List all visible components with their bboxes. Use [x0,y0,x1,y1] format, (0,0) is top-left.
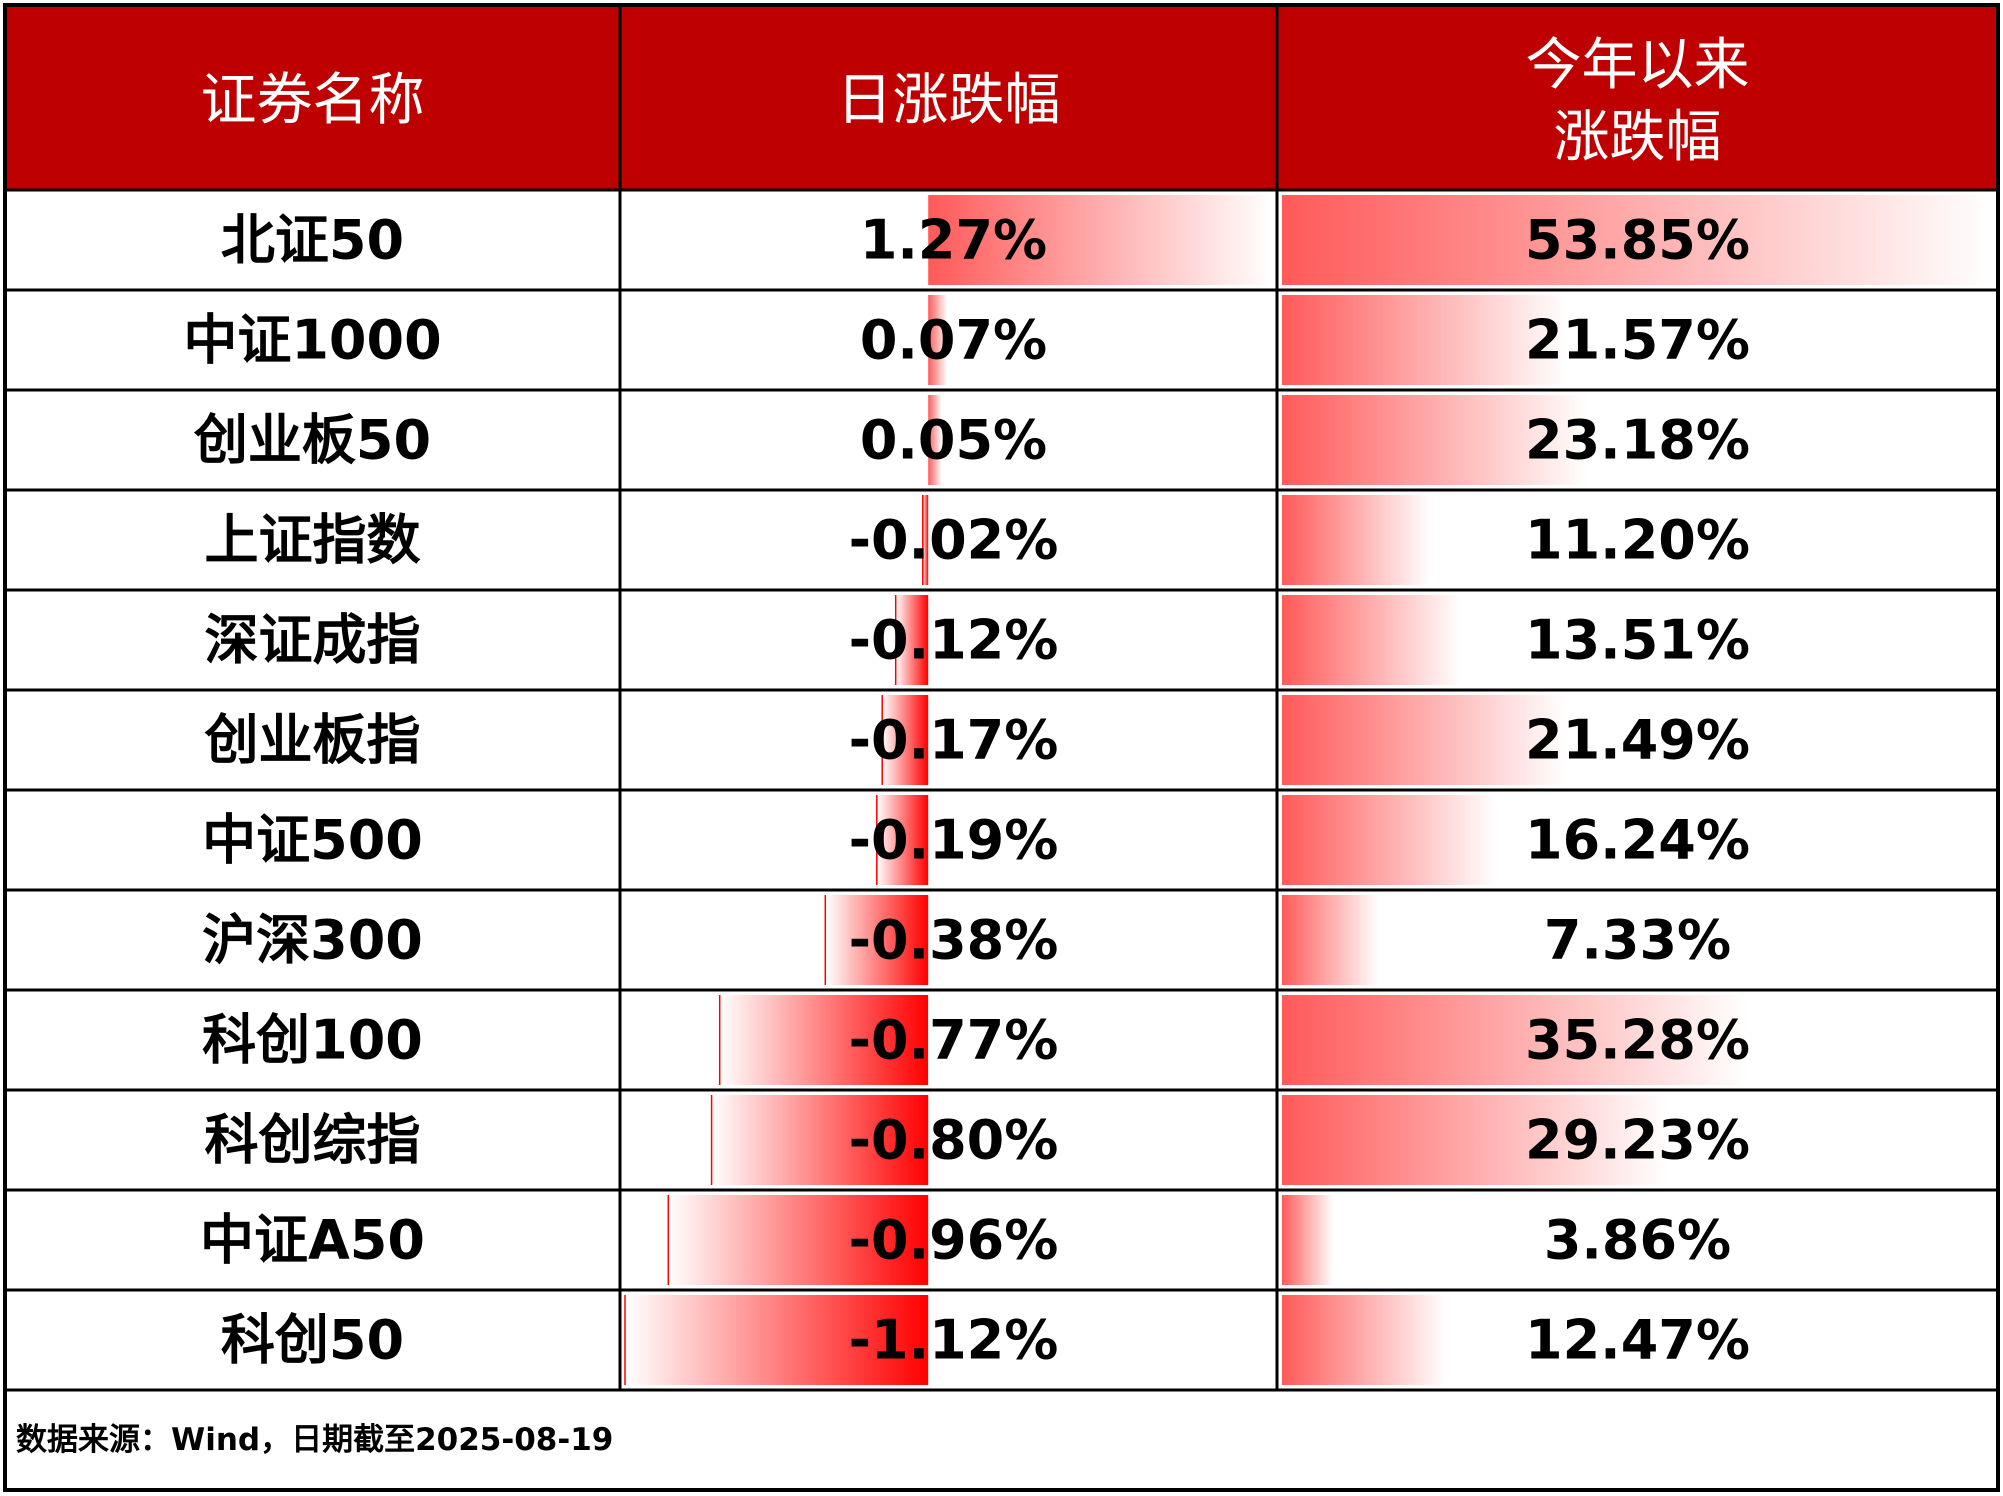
daily-bar [668,1195,929,1285]
ytd-bar [1282,495,1430,585]
header-name: 证券名称 [201,68,425,133]
ytd-change-label: 23.18% [1525,409,1750,472]
ytd-bar [1282,1095,1668,1185]
ytd-change-label: 29.23% [1525,1109,1750,1172]
daily-bar [895,595,929,685]
daily-change-label: -0.12% [849,609,1059,672]
ytd-bar [1282,795,1497,885]
security-name: 沪深300 [202,909,423,972]
ytd-change-label: 21.57% [1525,309,1750,372]
daily-change-label: 1.27% [860,209,1047,272]
ytd-bar [1282,395,1589,485]
daily-change-label: -0.19% [849,809,1059,872]
daily-bar [928,295,948,385]
ytd-change-label: 53.85% [1525,209,1750,272]
security-name: 中证1000 [183,309,441,372]
daily-change-label: -1.12% [849,1309,1059,1372]
ytd-bar [1282,295,1567,385]
daily-change-label: -0.96% [849,1209,1059,1272]
daily-bar [719,995,929,1085]
data-bars [624,195,1993,1385]
header-ytd-line1: 今年以来 [1526,33,1750,98]
security-name: 创业板指 [205,709,421,772]
daily-change-label: -0.38% [849,909,1059,972]
daily-change-label: -0.77% [849,1009,1059,1072]
daily-bar [625,1295,929,1385]
ytd-bar [1282,1295,1447,1385]
daily-bar [922,495,929,585]
ytd-change-label: 13.51% [1525,609,1750,672]
ytd-bar [1282,695,1566,785]
security-name: 上证指数 [205,509,421,572]
security-name: 创业板50 [194,409,431,472]
daily-change-label: 0.07% [860,309,1047,372]
security-name: 中证A50 [200,1209,425,1272]
header-daily: 日涨跌幅 [837,68,1061,133]
daily-bar [928,395,942,485]
daily-change-label: 0.05% [860,409,1047,472]
outer-border [3,3,2000,1492]
daily-change-label: -0.02% [849,509,1059,572]
ytd-change-label: 21.49% [1525,709,1750,772]
security-name: 科创综指 [205,1109,421,1172]
ytd-change-label: 3.86% [1544,1209,1731,1272]
table-text: 北证50 1.27% 53.85% 中证1000 0.07% 21.57% 创业板50 0.0… [16,209,1750,1459]
daily-bar [711,1095,929,1185]
ytd-change-label: 16.24% [1525,809,1750,872]
ytd-change-label: 12.47% [1525,1309,1750,1372]
source-note: 数据来源：Wind，日期截至2025-08-19 [16,1422,613,1458]
ytd-bar [1282,195,1993,285]
header-background [5,5,1998,190]
security-name: 科创50 [221,1309,404,1372]
security-name: 北证50 [221,209,404,272]
ytd-change-label: 7.33% [1544,909,1731,972]
ytd-bar [1282,995,1748,1085]
header-ytd-line2: 涨跌幅 [1554,105,1722,170]
security-name: 深证成指 [205,609,421,672]
daily-bar [876,795,929,885]
ytd-change-label: 11.20% [1525,509,1750,572]
daily-bar [928,195,1272,285]
daily-change-label: -0.80% [849,1109,1059,1172]
daily-change-label: -0.17% [849,709,1059,772]
ytd-bar [1282,1195,1333,1285]
daily-bar [825,895,929,985]
security-name: 中证500 [202,809,423,872]
ytd-change-label: 35.28% [1525,1009,1750,1072]
security-name: 科创100 [202,1009,423,1072]
daily-bar [882,695,929,785]
ytd-bar [1282,595,1461,685]
ytd-bar [1282,895,1379,985]
table-grid [3,3,2000,1492]
